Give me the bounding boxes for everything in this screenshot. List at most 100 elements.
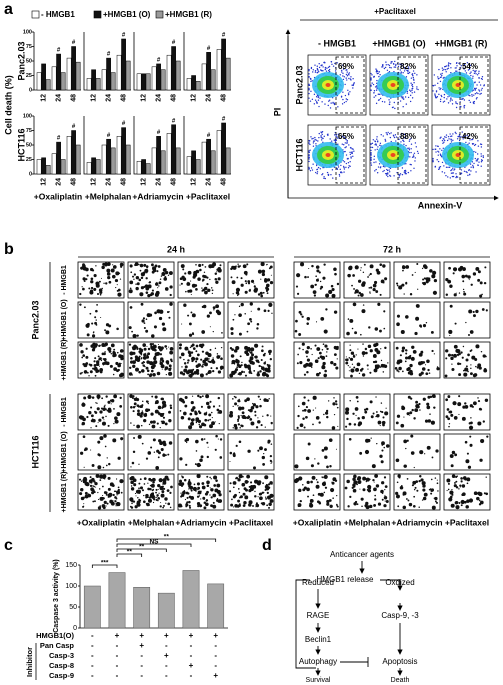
event-dot: [433, 74, 436, 76]
cell: [247, 280, 251, 283]
cell: [427, 277, 431, 281]
micrograph: [77, 261, 125, 299]
event-dot: [476, 84, 478, 86]
cell: [449, 304, 453, 308]
event-dot: [447, 102, 450, 104]
cell: [161, 322, 165, 326]
cell: [113, 367, 118, 371]
cell: [461, 356, 464, 359]
cell: [329, 465, 332, 468]
cell: [426, 445, 431, 450]
cell: [230, 332, 234, 335]
cell: [469, 349, 472, 353]
cell: [78, 415, 84, 420]
event-dot: [412, 87, 414, 90]
event-dot: [334, 62, 336, 65]
cell: [268, 349, 272, 353]
cell: [112, 438, 117, 443]
cell: [416, 405, 420, 409]
cell: [405, 315, 409, 319]
cell: [147, 498, 152, 503]
bar: [186, 156, 192, 175]
cell: [101, 265, 105, 270]
cell: [137, 497, 139, 499]
event-dot: [376, 70, 379, 73]
cell: [187, 314, 190, 317]
cell: [249, 302, 253, 306]
cell: [199, 268, 202, 272]
micrograph: [293, 341, 341, 379]
cell: [214, 421, 216, 423]
event-dot: [344, 146, 346, 149]
cell: [207, 405, 211, 409]
cell: [130, 360, 134, 364]
cell: [401, 349, 405, 353]
event-dot: [414, 142, 417, 144]
cell: [384, 347, 387, 350]
y-tick-label: 0: [73, 625, 77, 632]
event-dot: [388, 171, 391, 173]
event-dot: [467, 136, 469, 138]
cell: [110, 268, 115, 273]
cell: [306, 346, 310, 350]
event-dot: [331, 169, 334, 171]
event-dot: [452, 172, 455, 174]
cell: [255, 359, 258, 362]
cell: [302, 488, 306, 492]
cell: [451, 353, 454, 357]
cell: [460, 477, 463, 480]
cell: [197, 504, 200, 508]
cell: [248, 503, 252, 507]
cell: [365, 438, 370, 443]
cell: [184, 365, 188, 369]
event-dot: [405, 163, 407, 165]
event-dot: [373, 155, 376, 158]
cell: [469, 443, 473, 447]
cell: [458, 292, 461, 294]
cell: [323, 329, 328, 334]
cell: [159, 505, 162, 508]
event-dot: [480, 161, 483, 163]
event-dot: [348, 144, 350, 146]
cell: [187, 349, 189, 351]
drug-label: +Melphalan: [128, 517, 175, 527]
event-dot: [417, 152, 419, 154]
bar: [166, 54, 172, 91]
time-header: 72 h: [383, 244, 401, 254]
cell: [479, 294, 483, 298]
cell: [317, 357, 320, 360]
cell: [141, 370, 143, 372]
percent-label: 65%: [338, 132, 354, 141]
bar: [71, 130, 76, 175]
event-dot: [479, 84, 482, 86]
cell: [155, 290, 160, 295]
event-dot: [395, 63, 397, 66]
event-dot: [343, 76, 346, 78]
cell: [187, 289, 191, 293]
cell: [410, 451, 415, 455]
cell: [322, 276, 326, 280]
cell: [93, 485, 95, 488]
cell: [307, 409, 312, 413]
event-dot: [442, 147, 444, 150]
cell: [80, 480, 83, 482]
cell: [347, 364, 349, 367]
cell: [158, 347, 163, 352]
cell: [218, 422, 220, 425]
cell: [305, 406, 308, 409]
cell: [135, 367, 139, 372]
cell: [101, 397, 104, 400]
cell: [103, 361, 108, 365]
cell: [315, 372, 320, 377]
event-dot: [439, 100, 442, 103]
cell: [328, 289, 333, 295]
cell: [232, 481, 237, 485]
cell: [232, 506, 235, 508]
event-dot: [349, 78, 352, 80]
cell: [403, 439, 408, 444]
drug-label: +Oxaliplatin: [34, 191, 82, 201]
cell: [268, 302, 273, 307]
event-dot: [308, 88, 310, 91]
cell: [138, 278, 142, 282]
event-dot: [342, 160, 344, 162]
